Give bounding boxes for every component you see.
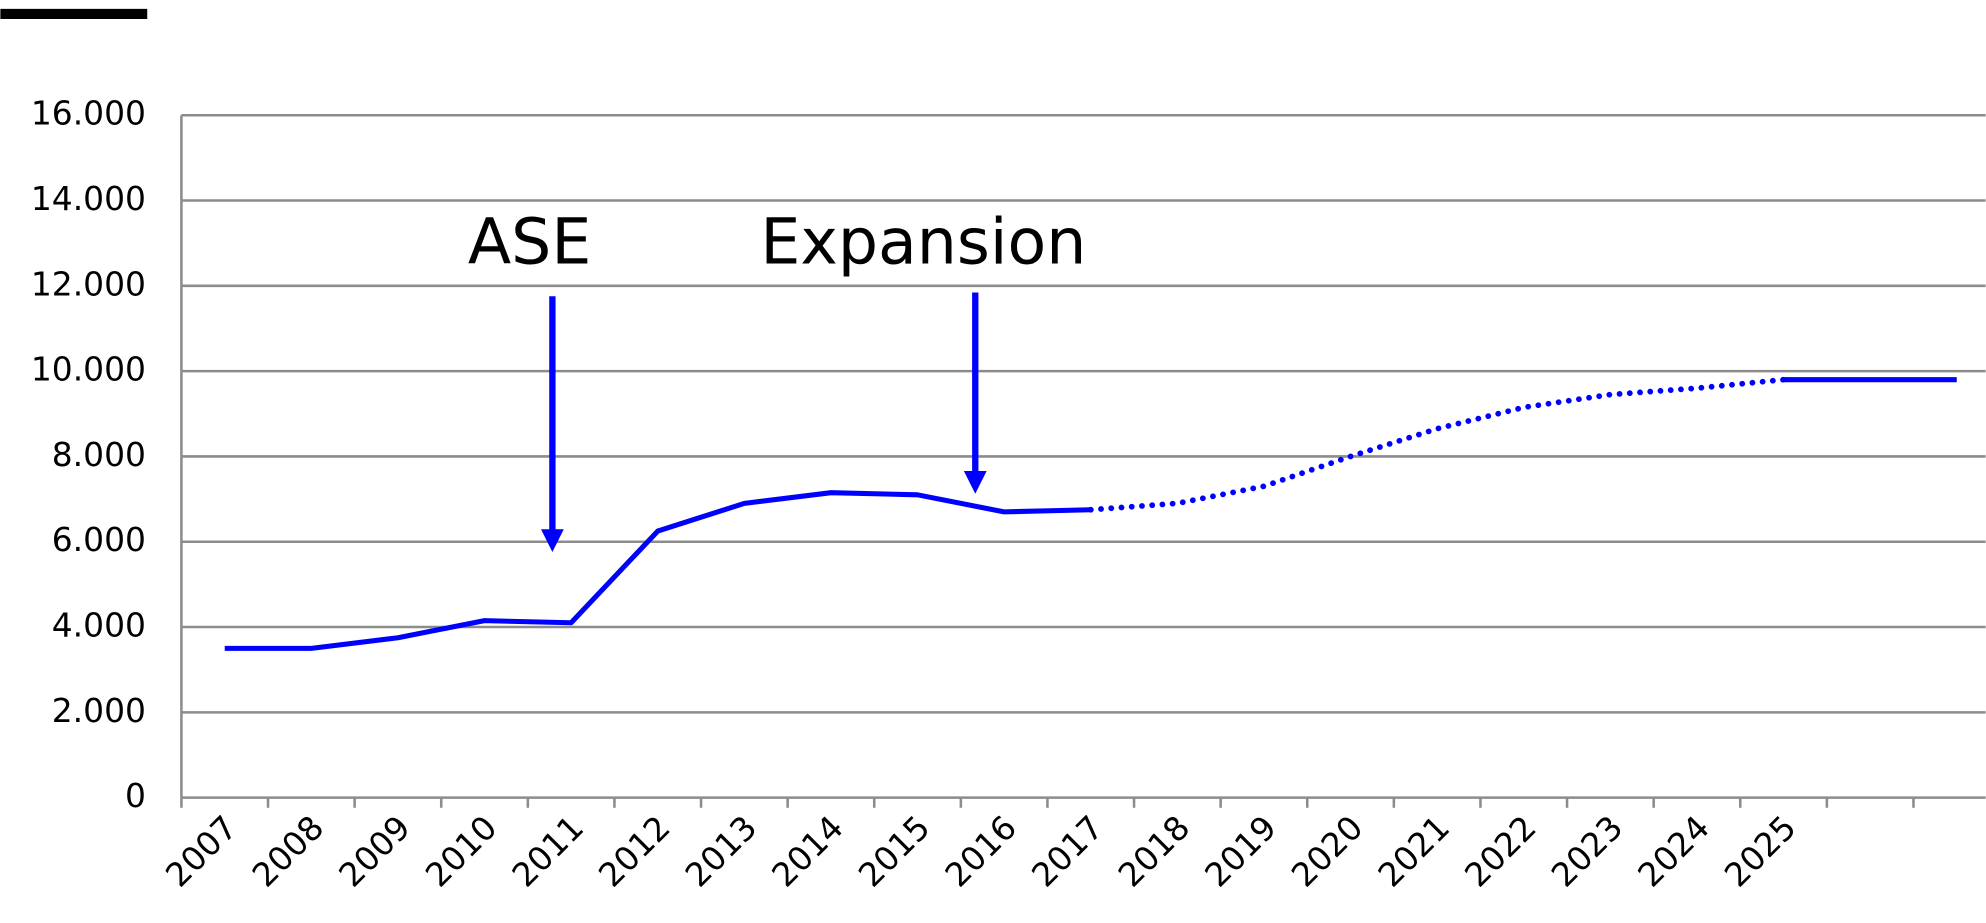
x-tick-label: 2020	[1284, 808, 1371, 895]
y-tick-label: 12.000	[31, 264, 146, 303]
data-line	[1087, 376, 1787, 513]
data-line	[224, 490, 1091, 651]
x-tick-label: 2014	[764, 808, 851, 895]
x-tick-label: 2016	[937, 808, 1024, 895]
x-tick-label: 2023	[1544, 808, 1631, 895]
y-tick-label: 14.000	[31, 179, 146, 218]
x-tick-label: 2024	[1630, 808, 1717, 895]
x-tick-label: 2011	[504, 808, 591, 895]
x-tick-label: 2007	[158, 808, 245, 895]
y-tick-label: 2.000	[52, 691, 146, 730]
y-tick-label: 8.000	[52, 435, 146, 474]
annotation-arrowhead	[963, 470, 987, 494]
y-tick-label: 0	[125, 776, 146, 815]
x-tick-label: 2009	[331, 808, 418, 895]
annotation-arrowhead	[540, 529, 564, 553]
x-tick-label: 2010	[418, 808, 505, 895]
x-tick-label: 2019	[1197, 808, 1284, 895]
y-tick-label: 10.000	[31, 350, 146, 389]
x-tick-label: 2015	[851, 808, 938, 895]
x-tick-label: 2013	[678, 808, 765, 895]
y-tick-label: 16.000	[31, 94, 146, 133]
header-bar	[0, 8, 148, 19]
x-tick-label: 2025	[1717, 808, 1804, 895]
y-tick-label: 4.000	[52, 606, 146, 645]
x-tick-label: 2012	[591, 808, 678, 895]
annotation-label: ASE	[468, 204, 591, 278]
x-tick-label: 2017	[1024, 808, 1111, 895]
x-tick-label: 2021	[1370, 808, 1457, 895]
x-tick-label: 2018	[1111, 808, 1198, 895]
annotation-label: Expansion	[760, 204, 1086, 278]
x-tick-label: 2022	[1457, 808, 1544, 895]
y-tick-label: 6.000	[52, 520, 146, 559]
x-tick-label: 2008	[244, 808, 331, 895]
